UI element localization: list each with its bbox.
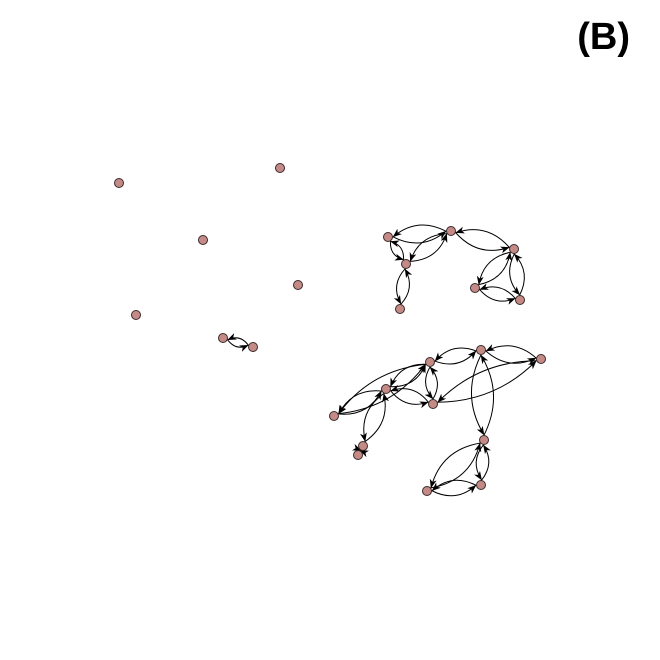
edge-b2-b4 (359, 392, 385, 442)
edge-a1-a2 (392, 230, 447, 244)
edge-a7-a5 (513, 253, 525, 296)
edge-b3-b2 (390, 363, 427, 388)
node-i4 (293, 280, 303, 290)
edge-b3-b1 (338, 363, 427, 415)
panel-label: (B) (577, 16, 630, 58)
node-b8 (428, 399, 438, 409)
edge-b3-b8 (424, 366, 434, 400)
node-b1 (329, 411, 339, 421)
edge-b4-b2 (364, 393, 390, 443)
node-b11 (422, 486, 432, 496)
node-b6 (476, 345, 486, 355)
edge-b9-b11 (429, 442, 481, 489)
node-i1 (114, 178, 124, 188)
edge-b9-b6 (480, 354, 495, 436)
edge-b2-b8 (389, 390, 429, 409)
edge-a4-a3 (400, 268, 413, 305)
node-b3 (425, 357, 435, 367)
edge-b6-b3 (434, 347, 477, 362)
node-a1 (383, 232, 393, 242)
edge-b2-b3 (389, 363, 426, 388)
edge-b8-b7 (437, 360, 537, 403)
node-b5 (353, 450, 363, 460)
edge-b8-b3 (429, 366, 439, 400)
edge-a6-a7 (478, 288, 516, 305)
edge-a7-a6 (479, 283, 517, 300)
node-b10 (476, 480, 486, 490)
node-a5 (509, 244, 519, 254)
edge-a5-a2 (455, 226, 511, 249)
edge-p2-p1 (227, 333, 250, 346)
node-b2 (381, 384, 391, 394)
edge-b10-b11 (431, 479, 477, 492)
edge-a2-a1 (392, 224, 447, 238)
edge-a3-a4 (393, 268, 406, 305)
edge-a5-a7 (509, 253, 521, 296)
edge-b11-b9 (430, 442, 482, 489)
edge-a3-a2 (409, 233, 448, 262)
node-p1 (218, 333, 228, 343)
node-i2 (275, 163, 285, 173)
edge-layer (226, 224, 537, 497)
node-a4 (395, 304, 405, 314)
edge-a6-a5 (478, 251, 513, 286)
edge-b7-b8 (437, 360, 537, 403)
edge-b10-b9 (480, 444, 491, 481)
node-b4 (358, 441, 368, 451)
node-b7 (536, 354, 546, 364)
node-layer (114, 163, 546, 496)
edge-a3-a1 (390, 240, 405, 261)
node-a3 (401, 259, 411, 269)
edge-b9-b10 (474, 444, 485, 481)
node-p2 (248, 342, 258, 352)
edge-b7-b6 (485, 344, 537, 359)
edge-b11-b10 (431, 484, 477, 497)
edge-b3-b6 (434, 350, 477, 365)
edge-a5-a6 (476, 251, 511, 286)
edge-b1-b2 (337, 390, 382, 415)
edge-b6-b9 (470, 354, 485, 436)
edge-b8-b2 (390, 384, 430, 403)
edge-a2-a5 (454, 231, 510, 254)
edge-p1-p2 (226, 339, 249, 352)
node-a2 (446, 226, 456, 236)
node-b9 (479, 435, 489, 445)
node-i3 (198, 235, 208, 245)
node-a7 (515, 295, 525, 305)
node-a6 (470, 283, 480, 293)
node-i5 (131, 310, 141, 320)
